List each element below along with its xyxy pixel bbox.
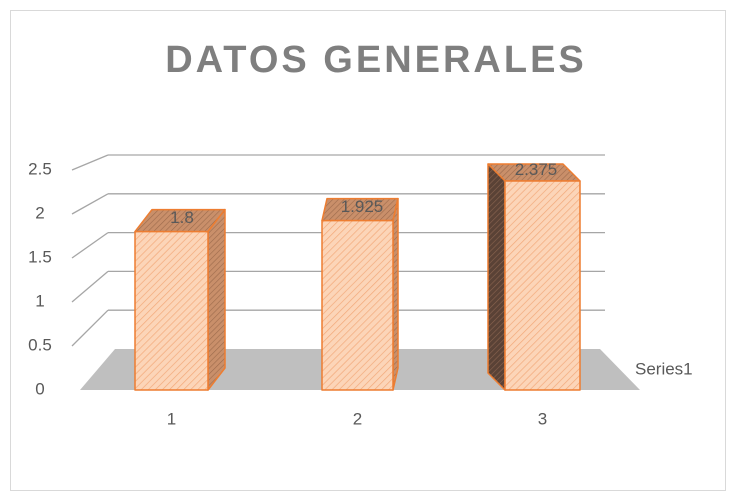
- data-label: 2.375: [515, 160, 558, 179]
- y-tick-label: 1: [35, 291, 44, 310]
- x-tick-label: 2: [353, 409, 362, 428]
- grid-line: [71, 154, 109, 171]
- x-tick-label: 1: [167, 409, 176, 428]
- grid-line: [71, 193, 109, 215]
- grid-line: [71, 309, 109, 347]
- data-label: 1.8: [170, 208, 194, 227]
- bar: [504, 180, 581, 391]
- y-tick-label: 1.5: [28, 247, 52, 266]
- y-tick-label: 2: [35, 203, 44, 222]
- y-tick-label: 2.5: [28, 159, 52, 178]
- chart-title: DATOS GENERALES: [165, 39, 587, 81]
- bar-side: [487, 163, 506, 391]
- x-tick-label: 3: [538, 409, 547, 428]
- bar-side: [207, 208, 226, 391]
- y-tick-label: 0: [35, 379, 44, 398]
- series-label: Series1: [635, 359, 693, 378]
- data-label: 1.925: [341, 197, 384, 216]
- y-tick-label: 0.5: [28, 335, 52, 354]
- grid-line: [71, 270, 109, 303]
- bar: [134, 230, 209, 391]
- grid-line: [71, 232, 109, 259]
- bar: [321, 219, 394, 391]
